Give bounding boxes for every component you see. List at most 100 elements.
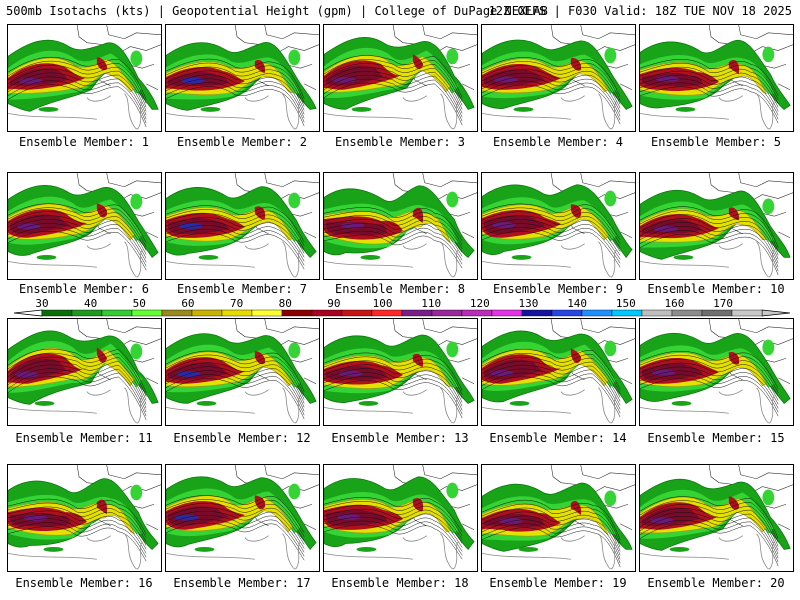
height-contour — [324, 380, 463, 419]
height-contour — [324, 356, 463, 395]
map-svg — [8, 173, 161, 278]
height-contour — [166, 499, 305, 537]
wind-patch — [604, 190, 617, 207]
colorbar-swatch — [311, 309, 343, 317]
wind-patch — [511, 254, 532, 260]
wind-patch — [288, 192, 301, 209]
height-contour — [324, 55, 463, 98]
coastline — [482, 533, 617, 570]
wind-patch — [194, 546, 215, 552]
colorbar-swatch — [461, 309, 493, 317]
ensemble-member-label: Ensemble Member: 18 — [331, 576, 469, 590]
map-svg — [324, 173, 477, 278]
wind-patch — [762, 339, 775, 356]
ensemble-member-map — [639, 172, 794, 280]
height-contour — [640, 362, 779, 401]
height-contour — [324, 78, 463, 122]
coastline — [166, 387, 301, 424]
coastline — [640, 533, 775, 570]
ensemble-member-label: Ensemble Member: 7 — [176, 282, 308, 296]
height-contour — [324, 82, 463, 126]
height-contour — [482, 84, 621, 125]
coastline — [324, 241, 459, 278]
height-contour — [166, 358, 305, 400]
height-contour — [640, 512, 779, 555]
coastline — [324, 533, 459, 570]
height-contour — [640, 226, 779, 268]
colorbar-tick-label: 30 — [35, 297, 48, 310]
wind-patch — [513, 106, 534, 112]
height-contour — [640, 66, 779, 104]
wind-patch — [604, 490, 617, 507]
height-contour — [324, 364, 463, 403]
height-contour — [640, 210, 779, 252]
height-contour — [166, 70, 305, 111]
height-contour — [8, 368, 147, 413]
coastline — [324, 387, 459, 424]
jet-max — [14, 371, 39, 378]
ensemble-member-label: Ensemble Member: 9 — [492, 282, 624, 296]
map-svg — [8, 465, 161, 570]
map-svg — [482, 319, 635, 424]
jet-max — [340, 222, 365, 229]
height-contour — [482, 499, 621, 540]
jet-streak-east — [412, 498, 424, 512]
colorbar-tick-label: 110 — [421, 297, 441, 310]
height-contour — [324, 512, 463, 548]
height-contour — [640, 222, 779, 264]
height-contour — [166, 232, 305, 270]
height-contour — [8, 514, 147, 550]
height-contour — [482, 68, 621, 109]
ensemble-member-map — [7, 464, 162, 572]
jet-streak-east — [728, 496, 740, 510]
wind-patch — [509, 400, 530, 406]
ensemble-member-map — [323, 464, 478, 572]
height-contour — [8, 84, 147, 128]
jet-streak-east — [254, 59, 266, 74]
height-contour — [482, 207, 621, 244]
map-svg — [482, 173, 635, 278]
jet-max — [498, 518, 523, 524]
jet-max — [18, 78, 43, 84]
ensemble-member-label: Ensemble Member: 8 — [334, 282, 466, 296]
height-contour — [482, 231, 621, 268]
colorbar-swatch — [251, 309, 283, 317]
height-contour — [482, 523, 621, 564]
colorbar-tick-label: 100 — [373, 297, 393, 310]
height-contour — [640, 358, 779, 397]
colorbar-swatch — [281, 309, 313, 317]
jet-max — [338, 370, 363, 377]
height-contour — [640, 218, 779, 260]
height-contour — [8, 352, 147, 397]
height-contour — [640, 62, 779, 100]
height-contour — [166, 503, 305, 541]
height-contour — [8, 227, 147, 267]
jet-max — [336, 514, 361, 520]
wind-patch — [604, 340, 617, 357]
height-contour — [8, 223, 147, 263]
colorbar-tick-label: 120 — [470, 297, 490, 310]
height-contour — [166, 514, 305, 553]
coastline — [482, 93, 617, 130]
ensemble-member-label: Ensemble Member: 2 — [176, 135, 308, 149]
colorbar-tick-label: 140 — [567, 297, 587, 310]
colorbar-right-arrow — [761, 309, 791, 317]
colorbar-swatch — [701, 309, 733, 317]
wind-patch — [446, 482, 459, 499]
height-contour — [8, 348, 147, 393]
wind-patch — [446, 341, 459, 358]
ensemble-member-label: Ensemble Member: 16 — [15, 576, 153, 590]
height-contour — [640, 59, 779, 96]
height-contour — [166, 370, 305, 412]
height-contour — [482, 372, 621, 414]
height-contour — [482, 349, 621, 390]
wind-patch — [288, 483, 301, 500]
height-contour — [166, 66, 305, 107]
ensemble-member-map — [323, 24, 478, 132]
jet-streak-east — [96, 57, 108, 71]
height-contour — [166, 522, 305, 561]
wind-patch — [762, 46, 775, 63]
colorbar-tick-label: 90 — [327, 297, 340, 310]
ensemble-member-label: Ensemble Member: 12 — [173, 431, 311, 445]
height-contour — [640, 374, 779, 413]
